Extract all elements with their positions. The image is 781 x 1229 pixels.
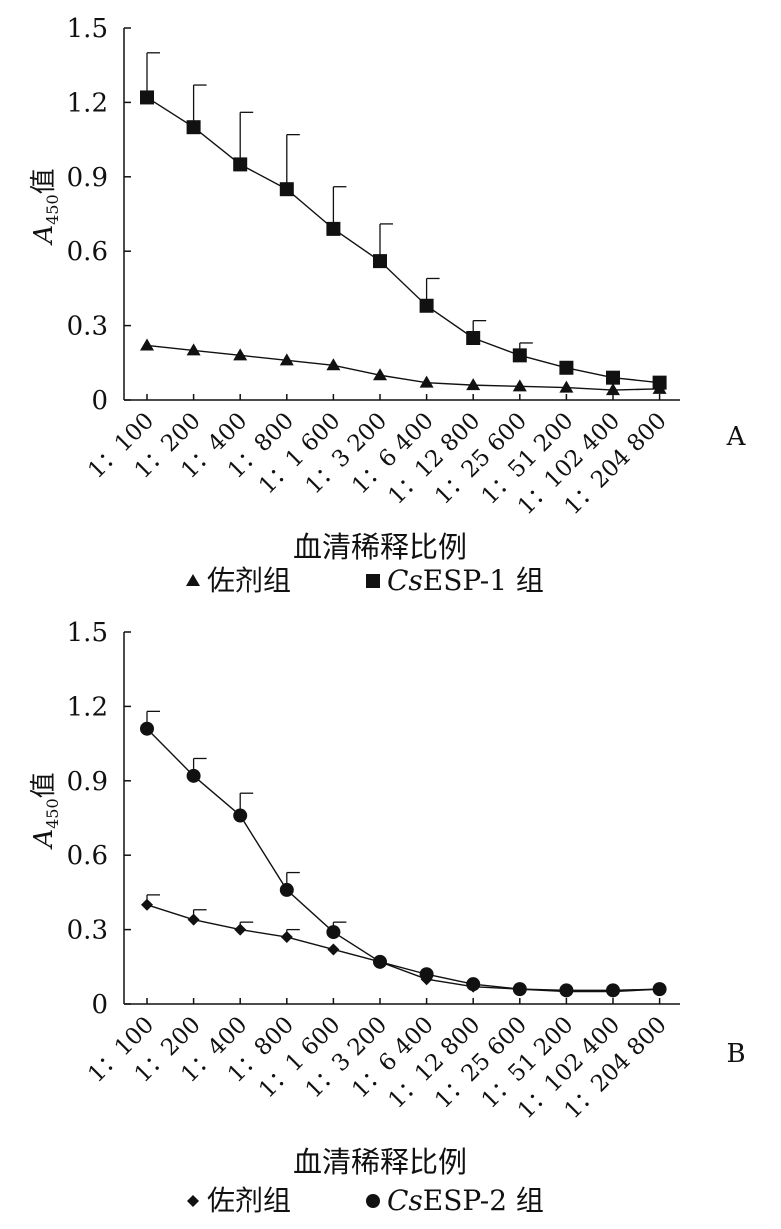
series-line xyxy=(146,344,660,391)
data-point xyxy=(466,977,481,992)
y-tick-label: 0 xyxy=(91,386,108,416)
data-point xyxy=(652,375,667,390)
y-tick-label: 0 xyxy=(91,990,108,1020)
data-point xyxy=(279,353,294,366)
data-point xyxy=(512,348,527,363)
y-axis-label: A450值 xyxy=(29,772,62,849)
data-point xyxy=(140,721,154,736)
y-tick-label: 0.9 xyxy=(67,163,108,193)
legend-label-text: ESP-2 组 xyxy=(423,1184,544,1217)
data-point xyxy=(373,254,387,269)
x-axis-label: 血清稀释比例 xyxy=(293,530,467,564)
data-point xyxy=(326,925,341,940)
data-point xyxy=(186,343,201,356)
data-point xyxy=(419,967,434,982)
data-point xyxy=(606,370,620,385)
series-line xyxy=(146,96,660,384)
legend-label: 佐剂组 xyxy=(207,564,291,597)
data-point xyxy=(233,808,248,823)
y-axis-label-main: A xyxy=(29,225,59,246)
y-tick-label: 0.6 xyxy=(67,841,108,871)
chart-panel-a: 1.51.20.90.60.301：1001：2001：4001：8001：1 … xyxy=(29,14,747,597)
data-point xyxy=(233,348,248,361)
data-point xyxy=(466,331,481,345)
legend: 佐剂组 CsESP-1 组 xyxy=(186,564,544,597)
y-axis-label-subscript: 450 xyxy=(43,194,62,225)
legend-label: 佐剂组 xyxy=(207,1184,291,1217)
y-tick-label: 0.6 xyxy=(67,237,108,267)
y-tick-label: 1.5 xyxy=(67,14,108,44)
data-point xyxy=(559,360,574,375)
chart-panel-b: 1.51.20.90.60.301：1001：2001：4001：8001：1 … xyxy=(29,618,746,1217)
y-axis-label-suffix: 值 xyxy=(29,168,59,194)
legend-label-text: 佐剂组 xyxy=(207,1184,291,1217)
data-point xyxy=(373,954,387,969)
data-point xyxy=(186,120,201,135)
legend-label: CsESP-1 组 xyxy=(387,564,544,597)
data-point xyxy=(419,298,434,313)
data-point xyxy=(279,882,294,897)
data-point xyxy=(559,380,574,393)
legend: 佐剂组 CsESP-2 组 xyxy=(187,1184,544,1217)
data-point xyxy=(373,368,387,381)
data-point xyxy=(187,913,200,926)
series-line xyxy=(146,728,660,992)
legend-marker xyxy=(186,574,200,586)
data-point xyxy=(326,358,341,371)
y-axis-label: A450值 xyxy=(29,168,62,245)
data-point xyxy=(419,375,434,388)
data-point xyxy=(233,157,248,172)
legend-label-text: 佐剂组 xyxy=(207,564,291,597)
legend-marker xyxy=(187,1195,199,1207)
legend-label-text: ESP-1 组 xyxy=(423,564,544,597)
y-axis-label-main: A xyxy=(29,829,59,850)
data-point xyxy=(141,898,153,911)
legend-marker xyxy=(366,1194,380,1208)
y-tick-label: 1.5 xyxy=(67,618,108,648)
panel-label: A xyxy=(726,422,747,452)
data-point xyxy=(186,768,201,783)
x-axis-label: 血清稀释比例 xyxy=(293,1145,467,1179)
y-axis-label-subscript: 450 xyxy=(43,798,62,829)
data-point xyxy=(559,983,574,998)
data-point xyxy=(512,982,527,997)
data-point xyxy=(512,379,527,392)
panel-label: B xyxy=(726,1039,745,1069)
data-point xyxy=(606,383,620,396)
data-point xyxy=(279,182,294,197)
legend-label-italic: Cs xyxy=(387,564,423,597)
legend-label: CsESP-2 组 xyxy=(387,1184,544,1217)
data-point xyxy=(327,943,340,956)
y-tick-label: 0.9 xyxy=(67,767,108,797)
y-tick-label: 1.2 xyxy=(67,692,108,722)
data-point xyxy=(466,378,481,391)
data-point xyxy=(326,221,341,236)
y-tick-label: 0.3 xyxy=(67,312,108,342)
data-point xyxy=(606,983,620,998)
data-point xyxy=(234,923,247,936)
y-axis-label-suffix: 值 xyxy=(29,772,59,798)
y-tick-label: 1.2 xyxy=(67,88,108,118)
legend-marker xyxy=(366,574,380,588)
legend-label-italic: Cs xyxy=(387,1184,423,1217)
data-point xyxy=(652,982,667,997)
data-point xyxy=(280,931,293,944)
data-point xyxy=(140,338,154,351)
y-tick-label: 0.3 xyxy=(67,916,108,946)
data-point xyxy=(140,90,154,105)
series-line xyxy=(146,904,660,993)
